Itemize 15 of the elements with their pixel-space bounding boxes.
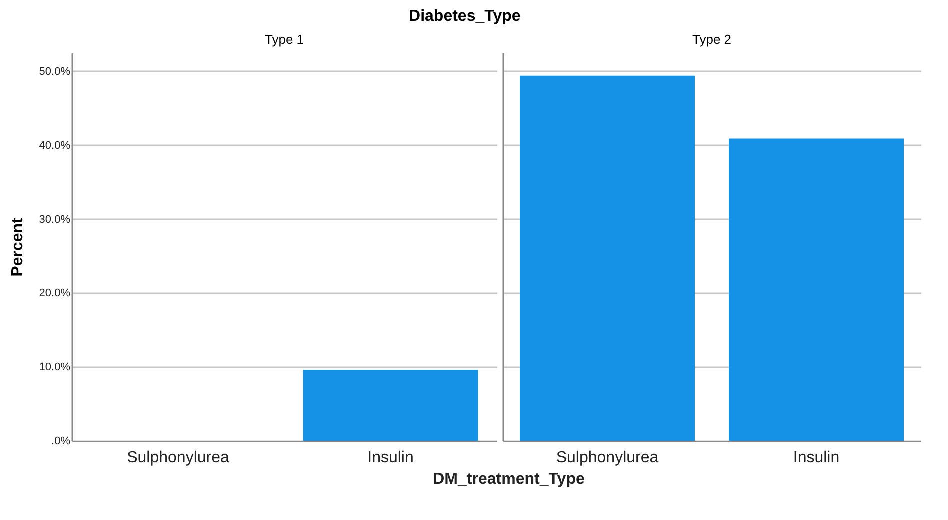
y-tick-label: 40.0%	[39, 140, 71, 152]
y-tick-label: 50.0%	[39, 66, 71, 78]
y-tick-label: 20.0%	[39, 288, 71, 300]
chart-subtitle: Type 1	[264, 32, 304, 47]
x-tick-label: Insulin	[368, 450, 414, 466]
x-tick-label: Sulphonylurea	[556, 450, 659, 466]
x-axis-title: DM_treatment_Type	[433, 471, 585, 488]
x-tick-label: Sulphonylurea	[127, 450, 230, 466]
y-tick-label: 10.0%	[39, 362, 71, 374]
y-axis-title: Percent	[9, 217, 26, 277]
y-tick-label: 30.0%	[39, 214, 71, 226]
y-tick-label: .0%	[52, 436, 71, 448]
chart-title: Diabetes_Type	[409, 8, 521, 25]
chart-subtitle: Type 2	[692, 32, 732, 47]
x-tick-label: Insulin	[793, 450, 840, 466]
